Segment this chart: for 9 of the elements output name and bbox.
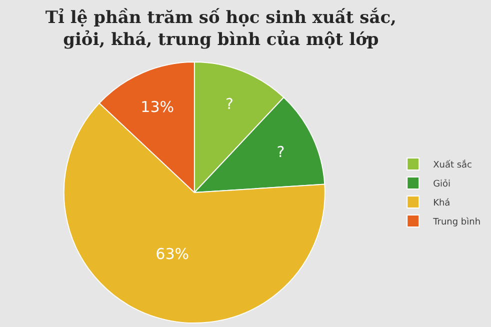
legend-label: Giỏi xyxy=(433,178,451,190)
data-label: ? xyxy=(276,142,285,161)
data-label: 13% xyxy=(140,98,174,116)
chart-title: Tỉ lệ phần trăm số học sinh xuất sắc, giỏi, khá, trung bình của một lớp xyxy=(45,6,396,50)
data-label: 63% xyxy=(156,244,189,263)
legend-label: Xuất sắc xyxy=(433,160,472,171)
legend-label: Trung bình xyxy=(432,216,481,228)
legend-label: Khá xyxy=(433,198,450,209)
data-label: ? xyxy=(226,94,234,113)
